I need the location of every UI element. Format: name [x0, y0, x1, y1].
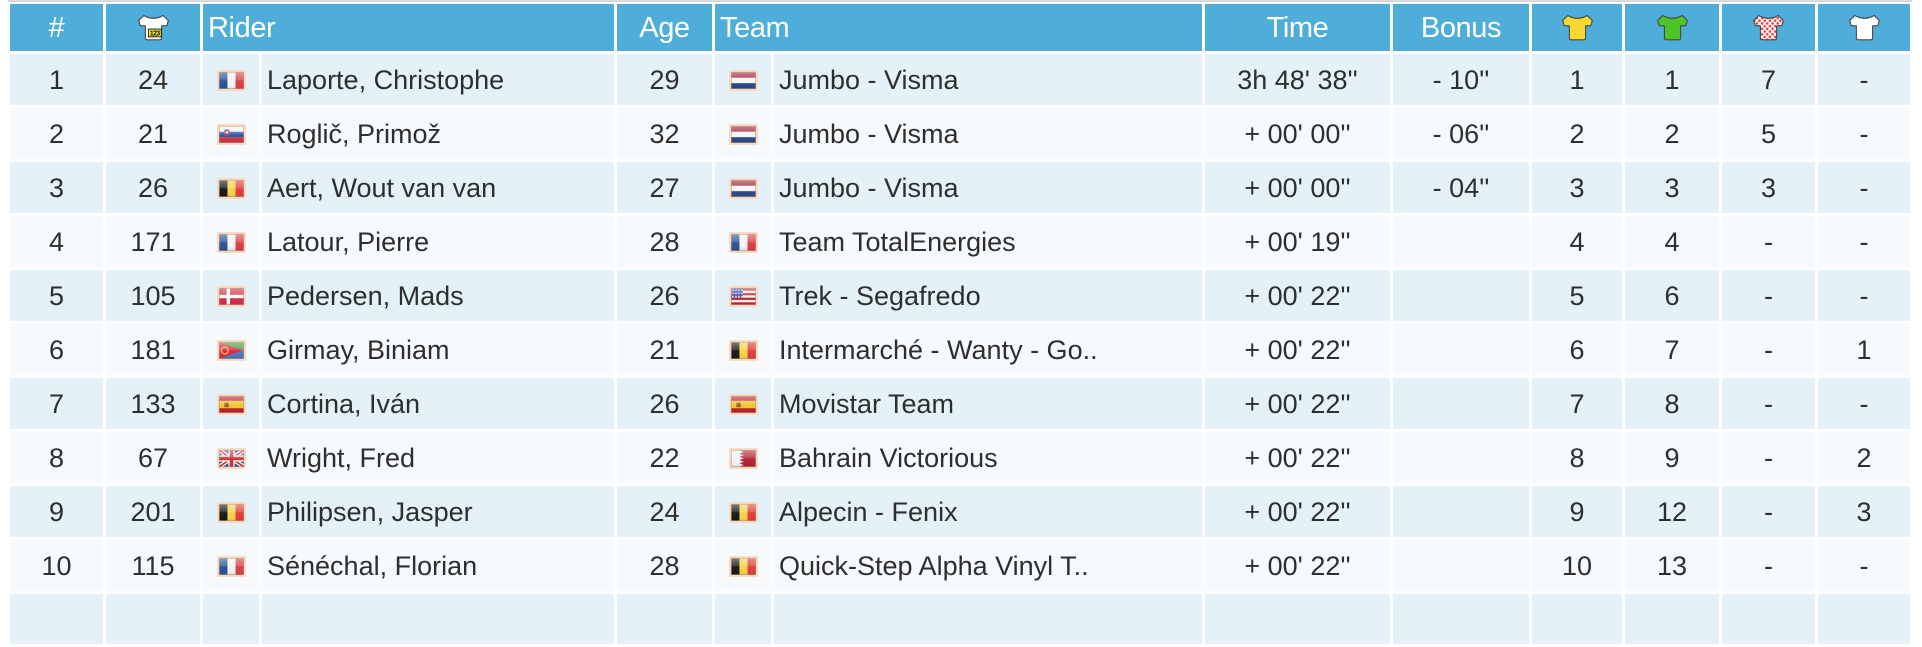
svg-text:123: 123 [149, 31, 159, 38]
